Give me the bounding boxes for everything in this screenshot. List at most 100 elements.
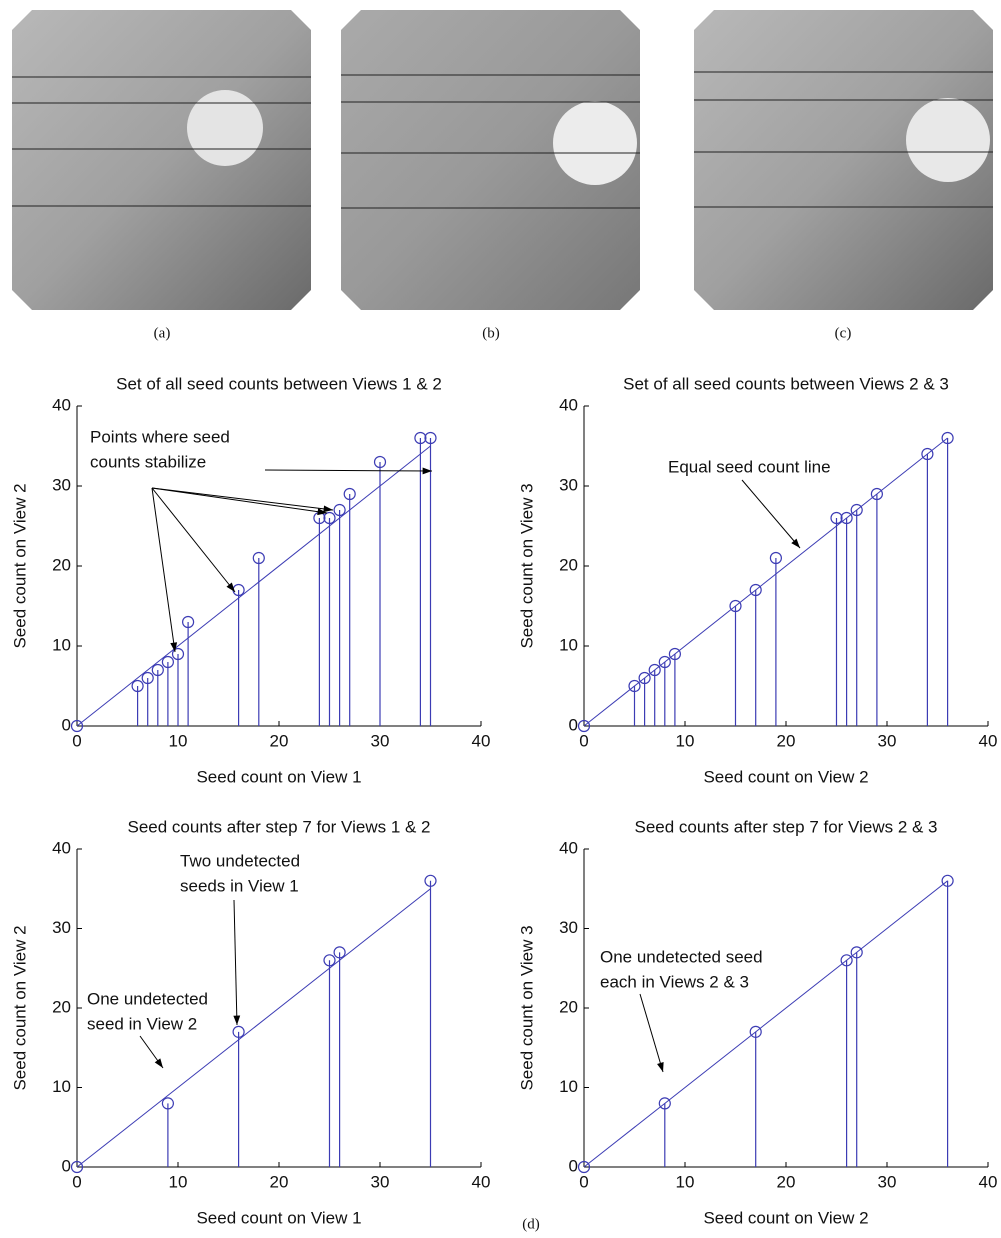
stem-marker xyxy=(182,615,195,629)
stem-marker xyxy=(658,655,671,669)
annotation-arrow xyxy=(151,487,334,511)
stem-marker xyxy=(343,487,356,501)
equal-line xyxy=(583,880,948,1168)
y-tick-label: 30 xyxy=(52,475,71,494)
arrow-head xyxy=(226,582,235,592)
x-tick-label: 0 xyxy=(72,1172,81,1191)
stem-marker xyxy=(151,663,164,677)
stem-marker xyxy=(749,583,762,597)
y-tick-label: 10 xyxy=(559,1077,578,1096)
y-axis-label: Seed count on View 2 xyxy=(10,925,29,1090)
stem-marker xyxy=(171,647,185,661)
stem-marker xyxy=(749,1025,762,1038)
stem-marker xyxy=(648,663,661,677)
stem-marker xyxy=(373,455,387,469)
arrow-head xyxy=(170,642,178,652)
y-tick-label: 20 xyxy=(52,997,71,1016)
y-tick-label: 20 xyxy=(559,555,578,574)
chart-title: Set of all seed counts between Views 1 &… xyxy=(116,374,442,393)
x-tick-label: 30 xyxy=(371,731,390,750)
xray-b xyxy=(341,10,640,310)
x-tick-label: 40 xyxy=(472,731,491,750)
panel-label: (d) xyxy=(522,1216,540,1232)
stem-marker xyxy=(70,1160,84,1174)
chart: Set of all seed counts between Views 1 &… xyxy=(10,374,490,786)
stem-marker xyxy=(323,954,336,967)
stem-marker xyxy=(658,1097,671,1110)
chart: Seed counts after step 7 for Views 2 & 3… xyxy=(517,817,997,1227)
stem-marker xyxy=(628,679,641,693)
annotation: One undetected seed xyxy=(600,947,763,966)
y-tick-label: 0 xyxy=(62,1156,71,1175)
y-tick-label: 10 xyxy=(52,635,71,654)
chart-title: Seed counts after step 7 for Views 1 & 2 xyxy=(127,817,430,836)
stem-marker xyxy=(850,946,863,959)
arrow-head xyxy=(154,1058,163,1068)
annotation-arrow xyxy=(741,479,801,549)
stem-marker xyxy=(577,1160,591,1174)
x-tick-label: 30 xyxy=(371,1172,390,1191)
y-tick-label: 10 xyxy=(559,635,578,654)
x-axis-label: Seed count on View 2 xyxy=(703,767,868,786)
equal-line xyxy=(76,445,431,727)
y-tick-label: 10 xyxy=(52,1077,71,1096)
x-tick-label: 0 xyxy=(72,731,81,750)
arrow-head xyxy=(233,1015,241,1025)
y-tick-label: 30 xyxy=(52,918,71,937)
stem-marker xyxy=(232,1025,245,1038)
stem-marker xyxy=(333,503,346,517)
annotation-arrow xyxy=(151,487,328,514)
x-tick-label: 40 xyxy=(979,1172,998,1191)
annotation: One undetected xyxy=(87,989,208,1008)
panel-label: (a) xyxy=(154,325,171,341)
x-tick-label: 30 xyxy=(878,731,897,750)
annotation: seeds in View 1 xyxy=(180,876,299,895)
arrow-head xyxy=(317,508,327,516)
x-tick-label: 10 xyxy=(676,731,695,750)
annotation: each in Views 2 & 3 xyxy=(600,972,749,991)
stem-marker xyxy=(830,511,843,525)
annotation-arrow xyxy=(151,487,236,593)
y-tick-label: 40 xyxy=(559,838,578,857)
chart-title: Set of all seed counts between Views 2 &… xyxy=(623,374,949,393)
stem-marker xyxy=(840,954,853,967)
x-tick-label: 20 xyxy=(777,731,796,750)
annotation: Equal seed count line xyxy=(668,457,831,476)
annotation-arrow xyxy=(151,487,176,653)
panel-label: (c) xyxy=(835,325,852,341)
x-tick-label: 20 xyxy=(777,1172,796,1191)
stem-marker xyxy=(161,1097,174,1110)
x-tick-label: 10 xyxy=(676,1172,695,1191)
equal-line xyxy=(76,888,431,1168)
annotation: Points where seed xyxy=(90,427,230,446)
y-tick-label: 20 xyxy=(52,555,71,574)
y-tick-label: 0 xyxy=(569,1156,578,1175)
stem-marker xyxy=(141,671,154,685)
stem-marker xyxy=(252,551,265,565)
x-axis-label: Seed count on View 1 xyxy=(196,767,361,786)
stem-marker xyxy=(941,431,954,445)
x-axis-label: Seed count on View 2 xyxy=(703,1208,868,1227)
y-tick-label: 40 xyxy=(559,395,578,414)
x-tick-label: 20 xyxy=(270,731,289,750)
stem-marker xyxy=(941,874,954,887)
stem-marker xyxy=(161,655,174,669)
arrow-head xyxy=(323,505,333,513)
stem-marker xyxy=(850,503,863,517)
stem-marker xyxy=(424,431,437,445)
panel-label: (b) xyxy=(482,325,500,341)
stem-marker xyxy=(131,679,144,693)
stem-marker xyxy=(840,511,853,525)
x-tick-label: 0 xyxy=(579,1172,588,1191)
stem-marker xyxy=(577,719,591,733)
stem-marker xyxy=(414,431,427,445)
annotation-arrow xyxy=(639,993,664,1073)
arrow-head xyxy=(791,538,800,548)
y-axis-label: Seed count on View 2 xyxy=(10,483,29,648)
xray-c xyxy=(694,10,993,310)
chart: Seed counts after step 7 for Views 1 & 2… xyxy=(10,817,490,1227)
stem-marker xyxy=(323,511,336,525)
annotation: Two undetected xyxy=(180,851,300,870)
chart-title: Seed counts after step 7 for Views 2 & 3 xyxy=(634,817,937,836)
